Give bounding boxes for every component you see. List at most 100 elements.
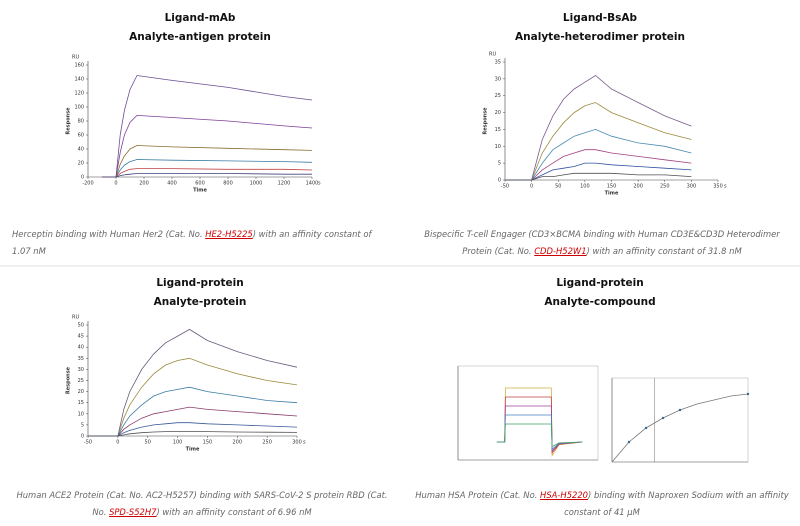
panel-title: Ligand-mAb [164, 12, 236, 24]
y-axis-label: Response [66, 107, 72, 135]
y-tick-label: 30 [78, 367, 84, 373]
caption-text: Bispecific T-cell Engager (CD3×BCMA bind… [424, 229, 780, 256]
series-line [505, 75, 692, 181]
y-tick-label: 160 [74, 63, 84, 69]
y-tick-label: 50 [78, 323, 84, 329]
series-line [505, 149, 692, 181]
panel-title: Ligand-protein [156, 277, 244, 289]
series-line [102, 114, 313, 178]
y-tick-label: 45 [78, 334, 84, 340]
x-tick-label: 300 [687, 184, 697, 190]
series-line [88, 357, 298, 437]
x-tick-label: -50 [501, 184, 509, 190]
caption: Bispecific T-cell Engager (CD3×BCMA bind… [412, 226, 792, 260]
y-tick-label: 60 [78, 133, 84, 139]
x-tick-label: 200 [633, 184, 643, 190]
data-point [746, 392, 750, 396]
x-tick-label: 150 [203, 440, 213, 446]
y-tick-label: 0 [498, 178, 501, 184]
panel-title: Ligand-protein [556, 277, 644, 289]
caption-text: ) with an affinity constant of 31.8 nM [586, 246, 742, 256]
y-tick-label: 5 [81, 422, 84, 428]
y-tick-label: 40 [78, 147, 84, 153]
y-tick-label: 140 [74, 77, 84, 83]
x-axis-label: Time [186, 447, 200, 453]
series-line [88, 406, 298, 437]
series-line [88, 431, 298, 437]
series-line [505, 102, 692, 181]
x-unit: s [318, 181, 321, 187]
caption: Human ACE2 Protein (Cat. No. AC2-H5257) … [12, 487, 392, 521]
y-tick-label: 120 [74, 91, 84, 97]
x-axis-label: Time [193, 188, 207, 194]
y-tick-label: 20 [78, 389, 84, 395]
y-unit: RU [489, 52, 496, 58]
y-unit: RU [72, 55, 79, 61]
caption: Human HSA Protein (Cat. No. HSA-H5220) b… [412, 487, 792, 521]
x-tick-label: 150 [607, 184, 617, 190]
data-point [678, 408, 682, 412]
series-line [88, 386, 298, 437]
series-line [505, 162, 692, 181]
y-tick-label: 30 [495, 76, 501, 82]
series-line [505, 128, 692, 181]
caption: Herceptin binding with Human Her2 (Cat. … [12, 226, 392, 260]
y-tick-label: 80 [78, 119, 84, 125]
x-tick-label: 350 [713, 184, 723, 190]
series-line [88, 328, 298, 437]
y-tick-label: 20 [495, 110, 501, 116]
caption-text: ) with an affinity constant of 6.96 nM [156, 507, 312, 517]
x-tick-label: 800 [223, 181, 233, 187]
catalog-link[interactable]: HSA-H5220 [540, 490, 589, 500]
data-point [627, 440, 631, 444]
x-tick-label: 600 [195, 181, 205, 187]
panel-title: Ligand-BsAb [562, 12, 638, 24]
y-tick-label: 100 [74, 105, 84, 111]
series-line [102, 75, 313, 178]
series-line [496, 396, 583, 454]
y-axis-label: Response [66, 366, 72, 394]
catalog-link[interactable]: HE2-H5225 [205, 229, 253, 239]
y-tick-label: 0 [81, 175, 84, 181]
series-line [102, 145, 313, 178]
y-tick-label: 0 [81, 434, 84, 440]
y-tick-label: 25 [495, 93, 501, 99]
y-tick-label: 35 [495, 60, 501, 66]
caption-text: ) binding with Naproxen Sodium with an a… [564, 490, 789, 517]
x-tick-label: -200 [82, 181, 93, 187]
x-tick-label: 0 [116, 440, 119, 446]
series-line [505, 172, 692, 181]
series-line [496, 405, 583, 452]
x-unit: s [303, 440, 306, 446]
catalog-link[interactable]: CDD-H52W1 [534, 246, 587, 256]
panel-title: Analyte-antigen protein [129, 31, 271, 43]
x-tick-label: 1200 [278, 181, 291, 187]
x-tick-label: 400 [167, 181, 177, 187]
catalog-link[interactable]: SPD-S52H7 [109, 507, 157, 517]
panel-title: Analyte-compound [544, 296, 656, 308]
y-tick-label: 20 [78, 161, 84, 167]
caption-text: Herceptin binding with Human Her2 (Cat. … [12, 229, 206, 239]
x-tick-label: 1000 [250, 181, 263, 187]
chart [457, 365, 599, 461]
x-tick-label: -50 [84, 440, 92, 446]
panel-title: Analyte-protein [153, 296, 247, 308]
series-line [496, 423, 583, 448]
y-tick-label: 10 [495, 144, 501, 150]
x-tick-label: 0 [114, 181, 117, 187]
x-tick-label: 1400 [306, 181, 319, 187]
y-tick-label: 35 [78, 356, 84, 362]
caption-text: Human HSA Protein (Cat. No. [415, 490, 541, 500]
caption-text: ) with an affinity constant of 1.07 nM [12, 229, 372, 256]
panel-title: Analyte-heterodimer protein [515, 31, 685, 43]
series-line [496, 387, 583, 457]
y-tick-label: 5 [498, 161, 501, 167]
x-unit: s [724, 184, 727, 190]
data-point [644, 426, 648, 430]
series-line [102, 168, 313, 178]
